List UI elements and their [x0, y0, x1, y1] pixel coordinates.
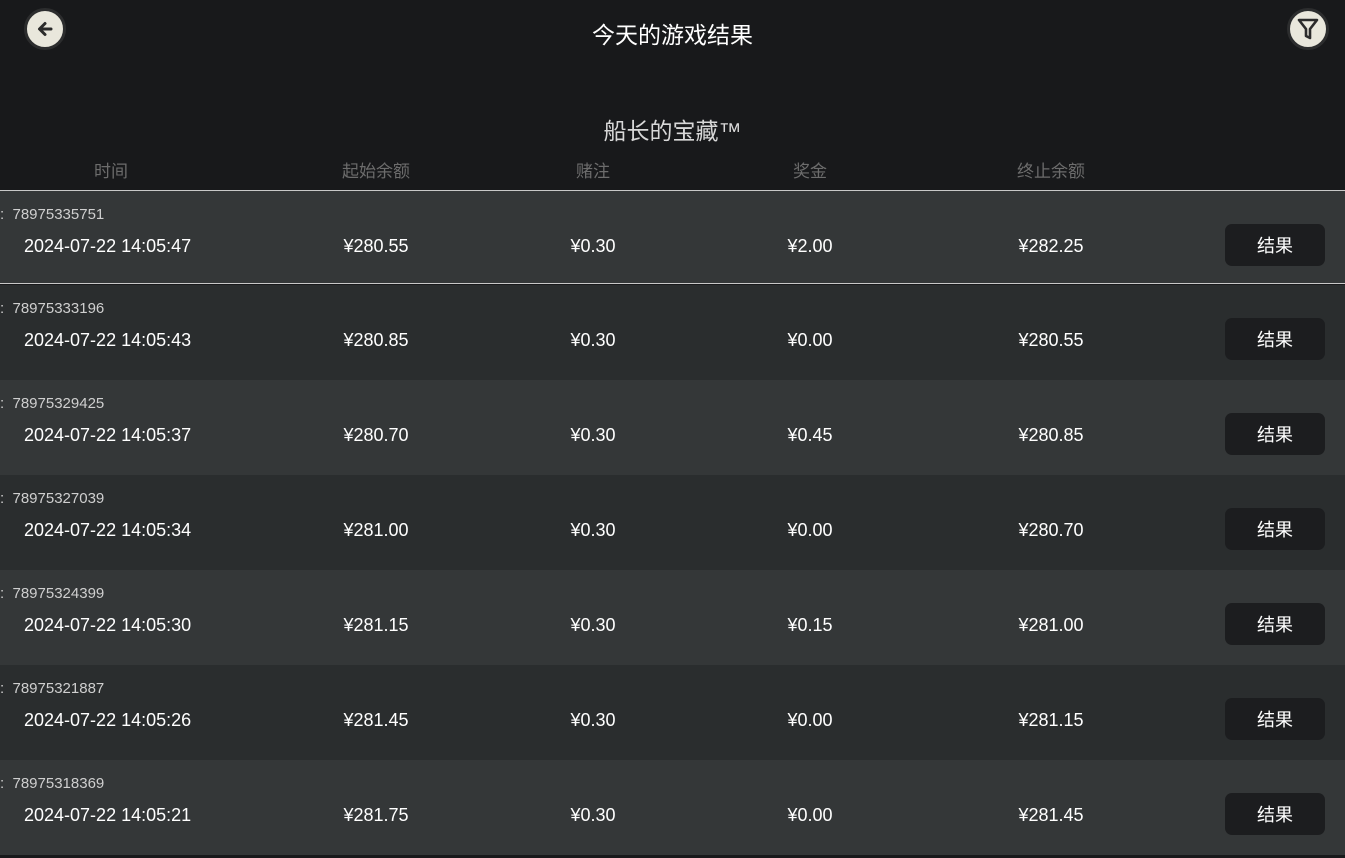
- filter-button[interactable]: [1287, 8, 1329, 50]
- column-header-win: 奖金: [793, 162, 827, 181]
- table-row: : 78975324399 2024-07-22 14:05:30 ¥281.1…: [0, 570, 1345, 665]
- win-cell: ¥0.00: [787, 520, 833, 540]
- bet-cell: ¥0.30: [570, 520, 616, 540]
- time-cell: 2024-07-22 14:05:37: [24, 425, 192, 445]
- end-balance-cell: ¥281.45: [1018, 805, 1084, 825]
- time-cell: 2024-07-22 14:05:43: [24, 330, 192, 350]
- win-cell: ¥0.00: [787, 710, 833, 730]
- win-cell: ¥0.15: [787, 615, 833, 635]
- win-cell: ¥0.00: [787, 330, 833, 350]
- round-id: : 78975318369: [0, 775, 105, 792]
- start-balance-cell: ¥281.15: [343, 615, 409, 635]
- round-id: : 78975324399: [0, 585, 105, 602]
- end-balance-cell: ¥282.25: [1018, 236, 1084, 256]
- filter-icon: [1297, 18, 1319, 40]
- column-header-start-balance: 起始余额: [342, 162, 410, 181]
- round-id: : 78975327039: [0, 490, 105, 507]
- time-cell: 2024-07-22 14:05:34: [24, 520, 192, 540]
- win-cell: ¥0.45: [787, 425, 833, 445]
- bet-cell: ¥0.30: [570, 236, 616, 256]
- result-button[interactable]: 结果: [1225, 698, 1325, 740]
- game-name: 船长的宝藏™: [603, 118, 742, 144]
- round-id: : 78975329425: [0, 395, 105, 412]
- bet-cell: ¥0.30: [570, 615, 616, 635]
- result-button[interactable]: 结果: [1225, 793, 1325, 835]
- win-cell: ¥0.00: [787, 805, 833, 825]
- start-balance-cell: ¥281.45: [343, 710, 409, 730]
- end-balance-cell: ¥281.00: [1018, 615, 1084, 635]
- round-id: : 78975321887: [0, 680, 105, 697]
- table-row: : 78975321887 2024-07-22 14:05:26 ¥281.4…: [0, 665, 1345, 760]
- end-balance-cell: ¥280.70: [1018, 520, 1084, 540]
- result-button[interactable]: 结果: [1225, 413, 1325, 455]
- arrow-left-icon: [38, 22, 53, 36]
- time-cell: 2024-07-22 14:05:47: [24, 236, 192, 256]
- table-row: : 78975329425 2024-07-22 14:05:37 ¥280.7…: [0, 380, 1345, 475]
- result-button[interactable]: 结果: [1225, 603, 1325, 645]
- start-balance-cell: ¥281.75: [343, 805, 409, 825]
- time-cell: 2024-07-22 14:05:26: [24, 710, 192, 730]
- start-balance-cell: ¥280.70: [343, 425, 409, 445]
- column-header-time: 时间: [94, 162, 128, 181]
- table-row: : 78975327039 2024-07-22 14:05:34 ¥281.0…: [0, 475, 1345, 570]
- end-balance-cell: ¥280.85: [1018, 425, 1084, 445]
- end-balance-cell: ¥280.55: [1018, 330, 1084, 350]
- time-cell: 2024-07-22 14:05:30: [24, 615, 192, 635]
- result-button[interactable]: 结果: [1225, 508, 1325, 550]
- time-cell: 2024-07-22 14:05:21: [24, 805, 192, 825]
- round-id: : 78975333196: [0, 300, 105, 317]
- round-id: : 78975335751: [0, 206, 105, 223]
- start-balance-cell: ¥281.00: [343, 520, 409, 540]
- start-balance-cell: ¥280.85: [343, 330, 409, 350]
- bet-cell: ¥0.30: [570, 805, 616, 825]
- divider: [0, 190, 1345, 191]
- table-row: : 78975335751 2024-07-22 14:05:47 ¥280.5…: [0, 191, 1345, 283]
- bet-cell: ¥0.30: [570, 330, 616, 350]
- divider: [0, 283, 1345, 284]
- end-balance-cell: ¥281.15: [1018, 710, 1084, 730]
- table-row: : 78975318369 2024-07-22 14:05:21 ¥281.7…: [0, 760, 1345, 855]
- result-button[interactable]: 结果: [1225, 224, 1325, 266]
- result-button[interactable]: 结果: [1225, 318, 1325, 360]
- start-balance-cell: ¥280.55: [343, 236, 409, 256]
- table-row: : 78975333196 2024-07-22 14:05:43 ¥280.8…: [0, 285, 1345, 380]
- bet-cell: ¥0.30: [570, 710, 616, 730]
- page-title: 今天的游戏结果: [592, 22, 753, 48]
- back-button[interactable]: [24, 8, 66, 50]
- column-header-end-balance: 终止余额: [1017, 162, 1085, 181]
- bet-cell: ¥0.30: [570, 425, 616, 445]
- win-cell: ¥2.00: [787, 236, 833, 256]
- column-header-bet: 赌注: [576, 162, 610, 181]
